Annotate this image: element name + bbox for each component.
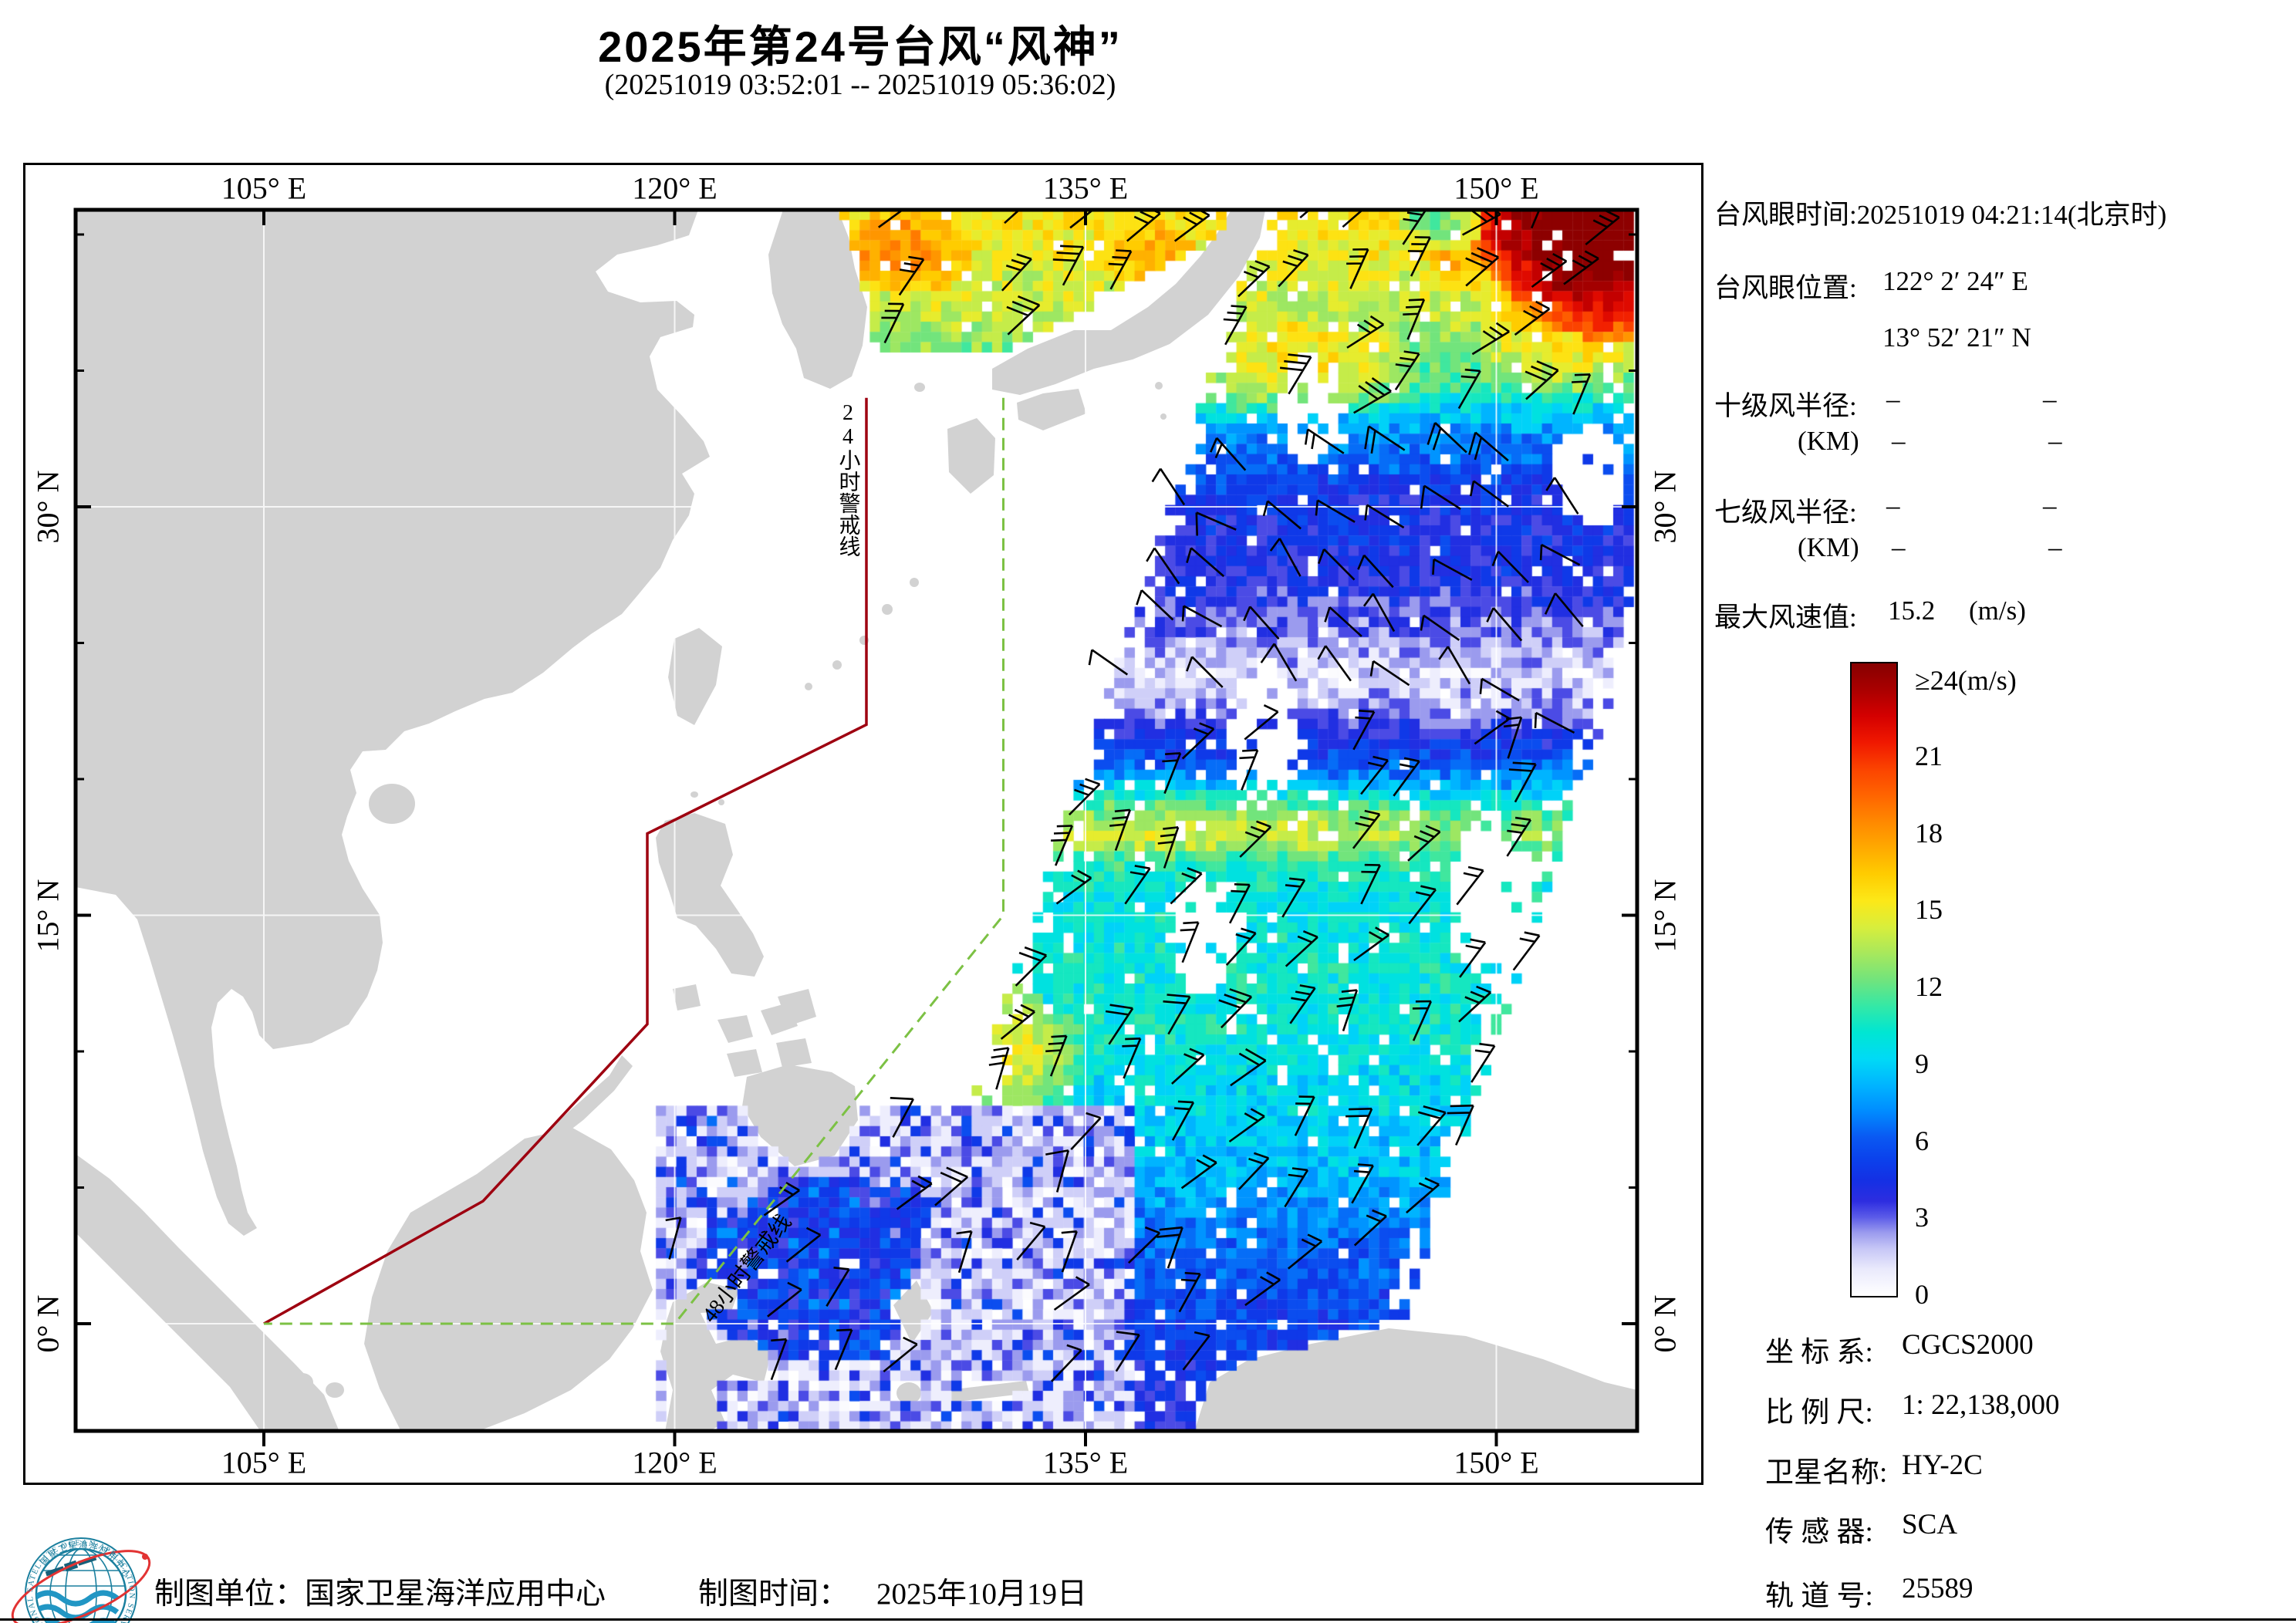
r7-dash-1: – <box>1886 491 1900 521</box>
colorbar-tick-label: 12 <box>1915 971 1943 1002</box>
colorbar-max-label: ≥24(m/s) <box>1915 665 2017 696</box>
colorbar-tick-label: 21 <box>1915 740 1943 771</box>
eye-pos-label: 台风眼位置: <box>1714 273 1857 303</box>
bottom-border-line <box>0 1618 2296 1621</box>
colorbar-tick-label: 3 <box>1915 1202 1929 1233</box>
axis-label-right: 0° N <box>1647 1294 1683 1353</box>
logo-orbit-ellipse <box>11 1550 151 1623</box>
r10-km-dash-2: – <box>2048 426 2062 456</box>
axis-label-right: 15° N <box>1647 879 1683 952</box>
page-title: 2025年第24号台风“风神” <box>598 22 1123 71</box>
wind-speed-colorbar <box>1850 662 1898 1297</box>
logo-ring-text-cn: 国家卫星海洋应用中心 <box>39 1539 132 1581</box>
axis-label-top: 150° E <box>1454 170 1539 206</box>
axis-label-bottom: 120° E <box>632 1445 718 1480</box>
colorbar-tick-label: 6 <box>1915 1125 1929 1156</box>
eye-lon-value: 122° 2′ 24″ E <box>1882 266 2028 296</box>
logo-satellite-icon <box>45 1555 97 1577</box>
r7-dash-2: – <box>2043 491 2057 521</box>
crs-row: 坐 标 系: CGCS2000 <box>1765 1328 2034 1370</box>
scale-value: 1: 22,138,000 <box>1902 1389 2060 1421</box>
map-outer-frame <box>23 163 1703 1485</box>
axis-label-top: 120° E <box>632 170 718 206</box>
sensor-label: 传 感 器: <box>1765 1517 1873 1548</box>
sensor-row: 传 感 器: SCA <box>1765 1508 1957 1550</box>
colorbar-tick-label: 9 <box>1915 1048 1929 1079</box>
r10-km-dash-1: – <box>1892 426 1906 456</box>
satellite-label: 卫星名称: <box>1765 1457 1888 1489</box>
eye-time-label: 台风眼时间: <box>1714 200 1857 230</box>
time-range: (20251019 03:52:01 -- 20251019 05:36:02) <box>604 69 1116 101</box>
logo-globe <box>35 1547 127 1623</box>
logo-globe-grid <box>36 1549 126 1623</box>
eye-time-value: 20251019 04:21:14(北京时) <box>1856 200 2167 230</box>
orbit-label: 轨 道 号: <box>1765 1581 1873 1612</box>
r7-row: 七级风半径: – – <box>1714 491 2057 530</box>
km-label-2: (KM) <box>1798 532 1859 562</box>
r7-label: 七级风半径: <box>1714 498 1857 528</box>
axis-label-left: 0° N <box>30 1294 66 1353</box>
logo-ring-text-en: NATIONAL SATELLITE OCEAN APPLICATION SER… <box>26 1539 136 1623</box>
km-label: (KM) <box>1798 426 1859 456</box>
r10-label: 十级风半径: <box>1714 391 1857 421</box>
colorbar-tick-label: 0 <box>1915 1279 1929 1310</box>
date-label: 制图时间： <box>698 1577 849 1611</box>
scale-label: 比 例 尺: <box>1765 1397 1873 1429</box>
maker-value: 国家卫星海洋应用中心 <box>305 1577 606 1611</box>
date-value: 2025年10月19日 <box>876 1577 1088 1611</box>
vmax-value: 15.2 <box>1888 596 1936 626</box>
axis-label-right: 30° N <box>1647 470 1683 544</box>
eye-lat-value: 13° 52′ 21″ N <box>1882 322 2031 353</box>
orbit-row: 轨 道 号: 25589 <box>1765 1572 1974 1614</box>
r7-km-dash-2: – <box>2048 532 2062 562</box>
colorbar-tick-label: 15 <box>1915 894 1943 926</box>
satellite-value: HY-2C <box>1902 1449 1983 1481</box>
maker-label: 制图单位： <box>154 1577 306 1611</box>
date-credit: 制图时间： 2025年10月19日 <box>698 1570 1087 1613</box>
r7-km-dash-1: – <box>1892 532 1906 562</box>
orbit-value: 25589 <box>1902 1573 1974 1604</box>
colorbar-tick-label: 18 <box>1915 817 1943 849</box>
scale-row: 比 例 尺: 1: 22,138,000 <box>1765 1388 2060 1430</box>
axis-label-top: 135° E <box>1042 170 1129 206</box>
r10-dash-2: – <box>2043 384 2057 414</box>
axis-label-left: 30° N <box>30 470 66 544</box>
r10-dash-1: – <box>1886 384 1900 414</box>
eye-time-row: 台风眼时间:20251019 04:21:14(北京时) <box>1714 193 2166 232</box>
axis-label-top: 105° E <box>221 170 307 206</box>
axis-label-bottom: 150° E <box>1454 1445 1539 1480</box>
axis-label-left: 15° N <box>30 879 66 952</box>
crs-value: CGCS2000 <box>1902 1329 2034 1361</box>
maker-credit: 制图单位：国家卫星海洋应用中心 <box>154 1570 606 1613</box>
crs-label: 坐 标 系: <box>1765 1337 1873 1368</box>
logo-outer-ring <box>25 1537 137 1623</box>
axis-label-bottom: 135° E <box>1042 1445 1129 1480</box>
vmax-label: 最大风速值: <box>1714 602 1857 633</box>
r10-row: 十级风半径: – – <box>1714 384 2057 423</box>
vmax-row: 最大风速值: 15.2 (m/s) <box>1714 596 2026 635</box>
eye-pos-row: 台风眼位置: 122° 2′ 24″ E <box>1714 266 2028 305</box>
satellite-row: 卫星名称: HY-2C <box>1765 1449 1983 1490</box>
axis-label-bottom: 105° E <box>221 1445 307 1480</box>
logo-orbit-dot <box>142 1554 148 1560</box>
sensor-value: SCA <box>1902 1509 1957 1540</box>
vmax-unit: (m/s) <box>1969 596 2026 626</box>
